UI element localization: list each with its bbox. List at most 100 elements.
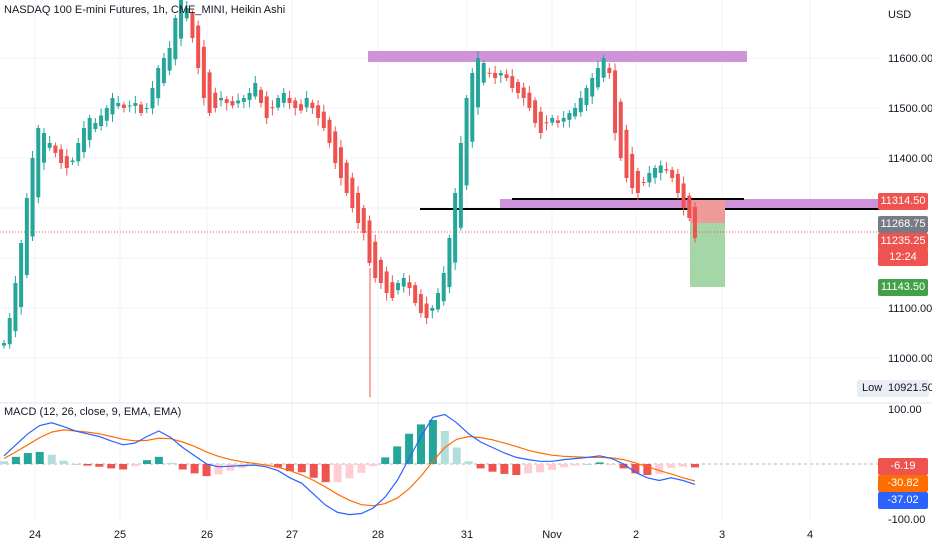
candle-body bbox=[293, 100, 298, 108]
macd-hist-bar bbox=[357, 464, 366, 473]
candle-body bbox=[281, 93, 286, 103]
macd-hist-bar bbox=[11, 456, 20, 464]
candle-body bbox=[264, 96, 269, 118]
stop-loss-box[interactable] bbox=[690, 200, 725, 223]
candle-body bbox=[24, 198, 29, 276]
candle-body bbox=[167, 48, 172, 71]
candle-body bbox=[81, 128, 86, 153]
candle-body bbox=[464, 98, 469, 186]
candle-body bbox=[321, 111, 326, 128]
candle-body bbox=[253, 83, 258, 97]
macd-hist-bar bbox=[369, 464, 378, 467]
macd-hist-bar bbox=[154, 456, 163, 464]
macd-hist-bar bbox=[691, 464, 699, 468]
candle-body bbox=[59, 149, 64, 163]
candle-body bbox=[350, 177, 355, 208]
time-axis-label: 28 bbox=[372, 529, 384, 541]
candle-body bbox=[13, 283, 18, 332]
signal-line bbox=[3, 429, 696, 507]
candle-body bbox=[333, 131, 338, 163]
macd-hist-bar bbox=[333, 464, 342, 483]
candle-body bbox=[578, 98, 583, 113]
macd-hist-bar bbox=[71, 464, 80, 465]
time-axis-label: 25 bbox=[114, 529, 126, 541]
macd-hist-bar bbox=[190, 464, 199, 474]
last-price-tag: 11268.75 bbox=[878, 216, 928, 233]
candle-body bbox=[384, 271, 389, 293]
candle-body bbox=[424, 303, 429, 318]
macd-hist-bar bbox=[178, 464, 187, 470]
symbol-title[interactable]: NASDAQ 100 E-mini Futures, 1h, CME_MINI,… bbox=[4, 4, 286, 16]
candle-body bbox=[544, 122, 549, 124]
candle-body bbox=[19, 243, 24, 308]
macd-hist-bar bbox=[214, 464, 223, 475]
macd-hist-bar bbox=[488, 464, 497, 472]
price-axis: 11600.00 11500.00 11400.00 11100.00 11000.00 bbox=[888, 53, 932, 365]
candle-body bbox=[367, 220, 372, 263]
target-price-tag: 11143.50 bbox=[878, 279, 928, 296]
macd-hist-bar bbox=[643, 464, 652, 475]
candle-body bbox=[521, 87, 526, 98]
candle-body bbox=[247, 93, 252, 100]
candle-body bbox=[356, 192, 361, 223]
current-price-tag: 11235.25 bbox=[878, 233, 928, 250]
macd-hist-bar bbox=[131, 464, 140, 467]
candle-body bbox=[527, 92, 532, 108]
candle-body bbox=[504, 74, 509, 78]
candle-body bbox=[76, 143, 81, 162]
macd-legend[interactable]: MACD (12, 26, close, 9, EMA, EMA) bbox=[4, 406, 182, 418]
low-value: 10921.50 bbox=[888, 382, 932, 394]
resistance-zone-top[interactable] bbox=[368, 51, 747, 62]
candle-body bbox=[87, 118, 92, 141]
time-axis-label: 24 bbox=[29, 529, 41, 541]
candle-body bbox=[447, 238, 452, 288]
candle-body bbox=[373, 241, 378, 278]
macd-hist-bar bbox=[119, 464, 128, 470]
candle-body bbox=[664, 169, 669, 171]
candle-body bbox=[658, 165, 663, 173]
candle-body bbox=[538, 111, 543, 133]
candle-body bbox=[493, 72, 498, 78]
macd-hist-bar bbox=[476, 464, 485, 469]
candle-body bbox=[681, 183, 686, 208]
macd-hist-bar bbox=[297, 464, 306, 473]
candle-body bbox=[270, 107, 275, 109]
candle-body bbox=[561, 118, 566, 122]
candles bbox=[2, 0, 697, 398]
macd-hist-bar bbox=[464, 461, 473, 464]
candle-body bbox=[207, 72, 212, 113]
macd-hist-bar bbox=[226, 464, 235, 471]
candle-body bbox=[567, 113, 572, 120]
candle-body bbox=[498, 73, 503, 76]
candle-body bbox=[401, 278, 406, 287]
candle-body bbox=[30, 158, 35, 237]
macd-hist-bar bbox=[512, 464, 521, 475]
candle-body bbox=[110, 98, 115, 115]
candle-body bbox=[613, 70, 618, 133]
candle-body bbox=[7, 318, 12, 345]
macd-hist-bar bbox=[166, 462, 175, 464]
macd-axis-label: -100.00 bbox=[888, 514, 925, 526]
candle-body bbox=[584, 88, 589, 106]
time-axis: 24 25 26 27 28 31 Nov 2 3 4 bbox=[29, 529, 813, 541]
candle-body bbox=[481, 63, 486, 83]
macd-hist-bar bbox=[285, 464, 294, 472]
candle-body bbox=[624, 129, 629, 178]
macd-hist-bar bbox=[452, 447, 461, 464]
candle-body bbox=[430, 308, 435, 311]
macd-axis: 100.00 -100.00 bbox=[888, 404, 925, 526]
candle-body bbox=[310, 102, 315, 108]
candle-body bbox=[144, 108, 149, 109]
macd-axis-label: 100.00 bbox=[888, 404, 922, 416]
macd-hist-bar bbox=[536, 464, 545, 473]
macd-hist-bar bbox=[416, 424, 425, 464]
candle-body bbox=[116, 103, 121, 107]
time-axis-label: 3 bbox=[719, 529, 725, 541]
macd-hist-bar bbox=[202, 464, 211, 477]
macd-hist-bar bbox=[95, 464, 104, 467]
candle-body bbox=[670, 169, 675, 178]
time-axis-label: 31 bbox=[461, 529, 473, 541]
macd-hist-bar bbox=[524, 464, 533, 474]
